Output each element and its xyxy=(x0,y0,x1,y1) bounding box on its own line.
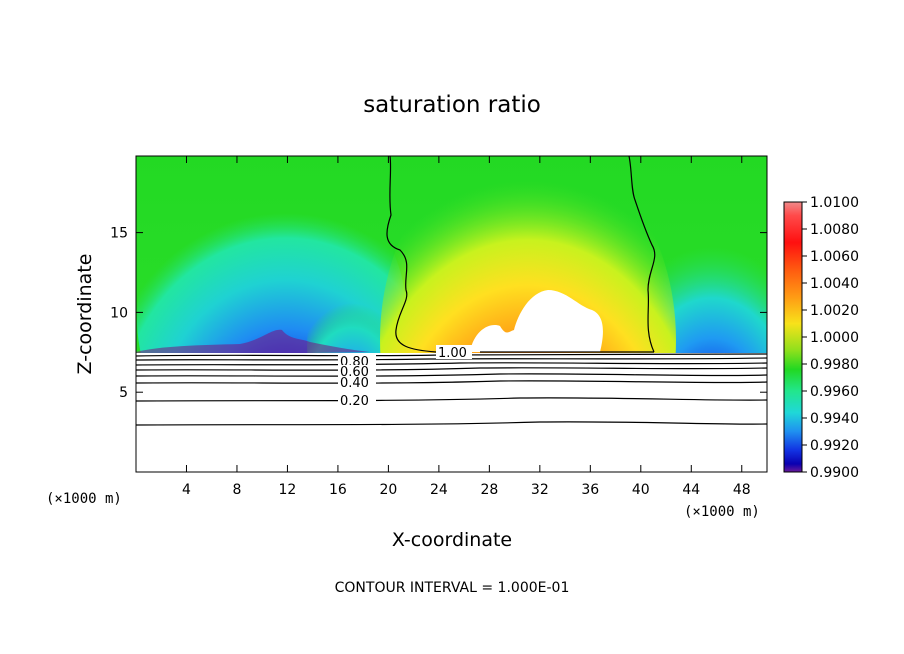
contour-strat-6 xyxy=(136,380,767,384)
x-unit-label-left: (×1000 m) xyxy=(46,491,122,507)
x-tick-label: 32 xyxy=(531,482,549,498)
colorbar: 1.0100 1.0080 1.0060 1.0040 1.0020 1.0000 0.99… xyxy=(783,195,859,481)
x-tick-label: 36 xyxy=(581,482,599,498)
colorbar-tick-label: 1.0020 xyxy=(810,303,859,319)
contour-label-1-00: 1.00 xyxy=(438,346,467,361)
x-tick-label: 4 xyxy=(182,482,191,498)
x-tick-label: 40 xyxy=(632,482,650,498)
contour-strat-8 xyxy=(136,421,767,426)
x-tick-label: 24 xyxy=(430,482,448,498)
plot-frame xyxy=(135,155,768,473)
contour-strat-4 xyxy=(136,367,767,371)
colorbar-tick-label: 0.9920 xyxy=(810,438,859,454)
colorbar-gradient xyxy=(783,201,803,473)
x-tick-label: 48 xyxy=(733,482,751,498)
chart-title: saturation ratio xyxy=(363,92,541,118)
colorbar-tick-label: 0.9960 xyxy=(810,384,859,400)
x-tick-label: 16 xyxy=(329,482,347,498)
y-axis-ticks: 5 10 15 xyxy=(110,226,767,401)
contour-strat-7 xyxy=(136,397,767,402)
colorbar-tick-label: 1.0060 xyxy=(810,249,859,265)
contour-strat-2 xyxy=(136,357,767,361)
contour-strat-3 xyxy=(136,362,767,366)
contour-strat-5 xyxy=(136,373,767,377)
contour-label-0-40: 0.40 xyxy=(340,376,369,391)
colorbar-tick-label: 1.0040 xyxy=(810,276,859,292)
x-tick-label: 20 xyxy=(379,482,397,498)
y-tick-label: 15 xyxy=(110,226,128,242)
y-tick-label: 10 xyxy=(110,305,128,321)
x-unit-label-right: (×1000 m) xyxy=(684,504,760,520)
lower-fringe xyxy=(136,329,370,356)
x-axis-label: X-coordinate xyxy=(392,529,512,551)
colorbar-tick-label: 1.0080 xyxy=(810,222,859,238)
colorbar-tick-label: 1.0000 xyxy=(810,330,859,346)
contour-1-00-right xyxy=(628,156,656,353)
contour-1-00-left xyxy=(386,156,437,353)
colorbar-tick-label: 0.9900 xyxy=(810,465,859,481)
colorbar-tick-label: 0.9940 xyxy=(810,411,859,427)
colorbar-tick-label: 0.9980 xyxy=(810,357,859,373)
contour-label-0-20: 0.20 xyxy=(340,394,369,409)
x-axis-ticks: 4 8 12 16 20 24 28 32 36 40 44 48 xyxy=(182,156,751,498)
plot-area: 1.00 0.80 0.60 0.40 0.20 xyxy=(136,156,767,472)
y-axis-label: Z-coordinate xyxy=(74,254,96,375)
colorbar-ticks: 1.0100 1.0080 1.0060 1.0040 1.0020 1.0000 0.99… xyxy=(802,195,859,481)
contour-label-group: 1.00 0.80 0.60 0.40 0.20 xyxy=(338,345,472,409)
lower-layer xyxy=(136,353,767,472)
contour-interval-note: CONTOUR INTERVAL = 1.000E-01 xyxy=(335,580,570,596)
x-tick-label: 8 xyxy=(232,482,241,498)
y-tick-label: 5 xyxy=(119,385,128,401)
colorbar-tick-label: 1.0100 xyxy=(810,195,859,211)
contour-lines xyxy=(136,156,767,426)
supersaturated-region xyxy=(470,290,603,352)
x-tick-label: 44 xyxy=(682,482,700,498)
x-tick-label: 12 xyxy=(279,482,297,498)
x-tick-label: 28 xyxy=(480,482,498,498)
